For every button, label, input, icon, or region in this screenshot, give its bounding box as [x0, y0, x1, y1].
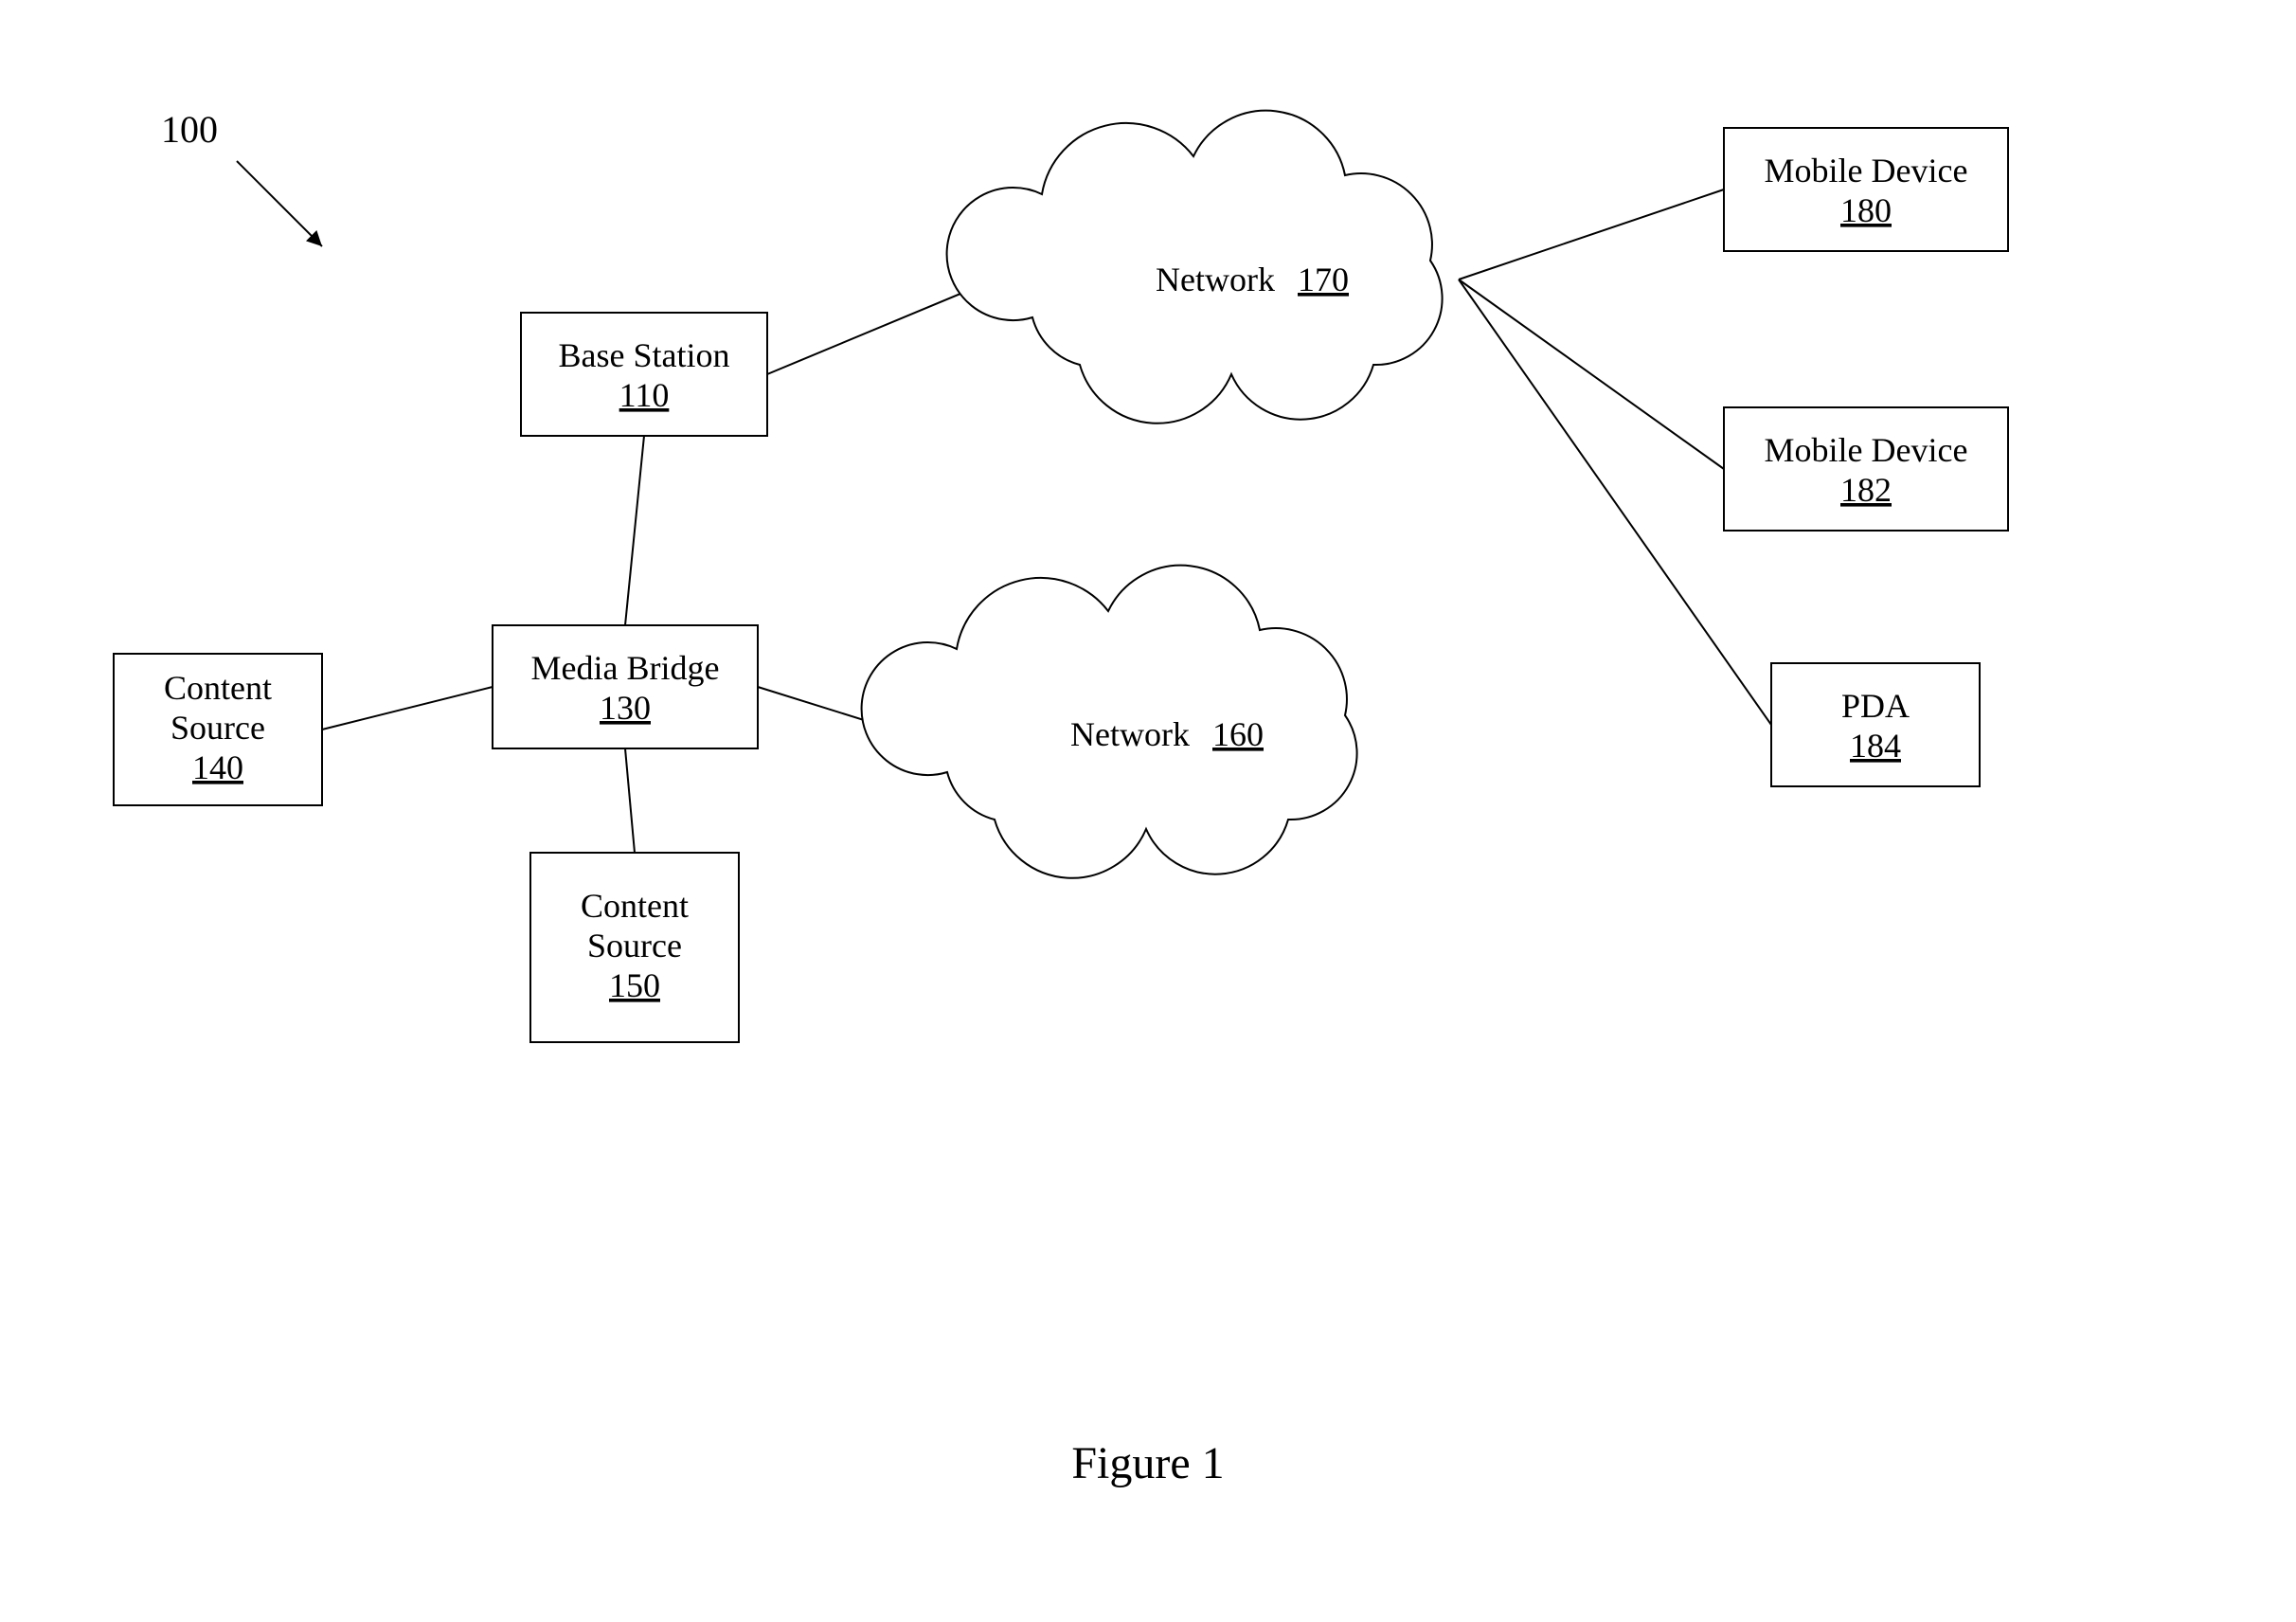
box-shape: [1724, 407, 2008, 531]
box-ref: 182: [1840, 471, 1892, 509]
box-ref: 150: [609, 966, 660, 1004]
box-shape: [1771, 663, 1980, 786]
box-label-line: Source: [587, 927, 682, 964]
box-label: Base Station: [559, 336, 730, 374]
figure-ref-arrow: [237, 161, 322, 246]
box-label-line: Content: [164, 669, 272, 707]
cloud-network_170: Network 170: [947, 111, 1443, 424]
box-mobile_182: Mobile Device182: [1724, 407, 2008, 531]
box-media_bridge: Media Bridge130: [493, 625, 758, 748]
cloud-ref: 170: [1298, 261, 1349, 298]
cloud-label: Network: [1156, 261, 1275, 298]
box-pda_184: PDA184: [1771, 663, 1980, 786]
box-ref: 180: [1840, 191, 1892, 229]
box-label: Mobile Device: [1765, 152, 1968, 189]
edge: [1459, 189, 1724, 279]
box-shape: [521, 313, 767, 436]
box-ref: 130: [600, 689, 651, 727]
cloud-label: Network: [1070, 715, 1190, 753]
edge: [1459, 279, 1724, 469]
cloud-network_160: Network 160: [862, 566, 1357, 878]
edge: [625, 436, 644, 625]
box-ref: 110: [619, 376, 670, 414]
box-base_station: Base Station110: [521, 313, 767, 436]
figure-ref-label: 100: [161, 108, 218, 151]
box-label: PDA: [1841, 687, 1910, 725]
cloud-ref: 160: [1212, 715, 1264, 753]
box-mobile_180: Mobile Device180: [1724, 128, 2008, 251]
edge: [625, 748, 635, 853]
edge: [322, 687, 493, 730]
box-content_src140: ContentSource140: [114, 654, 322, 805]
diagram-canvas: Base Station110Media Bridge130ContentSou…: [0, 0, 2296, 1622]
box-content_src150: ContentSource150: [530, 853, 739, 1042]
figure-caption: Figure 1: [1071, 1438, 1224, 1488]
box-ref: 184: [1850, 727, 1901, 765]
box-label: Media Bridge: [531, 649, 720, 687]
box-label: Mobile Device: [1765, 431, 1968, 469]
box-shape: [1724, 128, 2008, 251]
box-label-line: Content: [581, 887, 689, 925]
nodes-layer: Base Station110Media Bridge130ContentSou…: [114, 111, 2008, 1042]
box-ref: 140: [192, 748, 243, 786]
box-label-line: Source: [170, 709, 265, 747]
box-shape: [493, 625, 758, 748]
